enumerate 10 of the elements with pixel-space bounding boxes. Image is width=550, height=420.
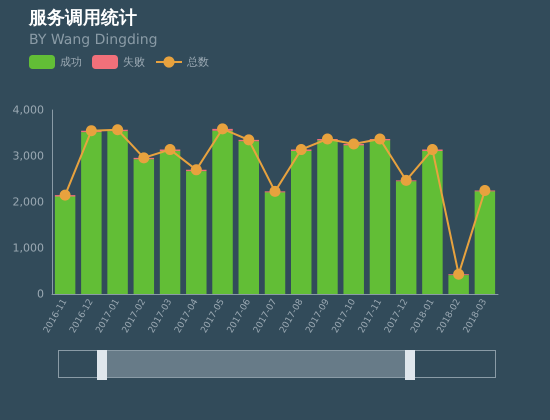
chart-title: 服务调用统计	[28, 8, 137, 28]
y-tick-label: 4,000	[12, 104, 44, 116]
y-tick-label: 0	[37, 288, 44, 300]
legend-label: 总数	[186, 56, 209, 68]
legend-label: 成功	[60, 56, 82, 68]
legend-label: 失败	[123, 56, 145, 68]
y-tick-label: 2,000	[12, 196, 44, 208]
y-tick-label: 1,000	[12, 242, 44, 254]
chart-subtitle: BY Wang Dingding	[29, 32, 158, 48]
y-tick-label: 3,000	[12, 150, 44, 162]
